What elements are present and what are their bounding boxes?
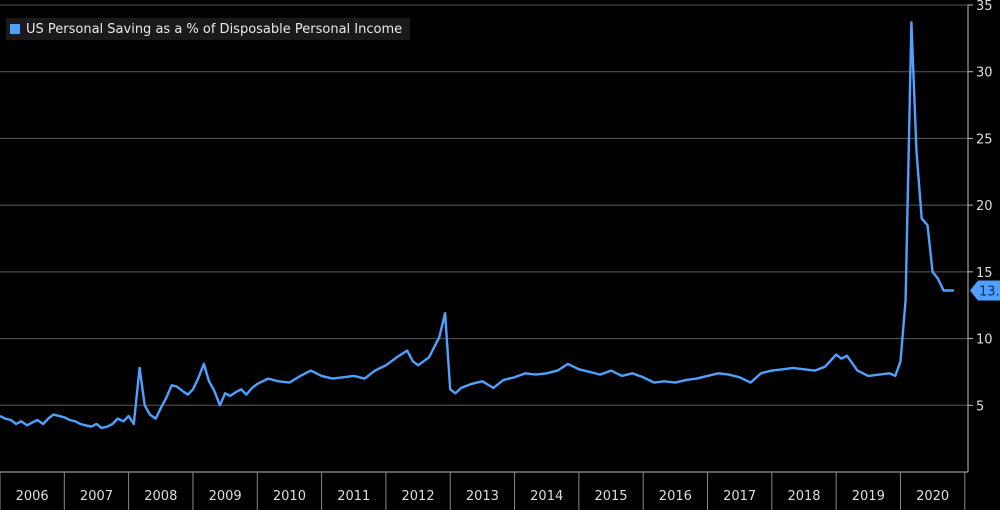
y-tick-label: 15: [976, 266, 993, 281]
x-tick-label: 2019: [852, 489, 885, 504]
y-tick-label: 10: [976, 333, 993, 348]
y-axis: 5 10 15 20 25 30 35: [967, 0, 993, 472]
y-tick-label: 35: [976, 0, 993, 14]
x-tick-label: 2010: [273, 489, 306, 504]
y-tick-label: 30: [976, 66, 993, 81]
legend-label: US Personal Saving as a % of Disposable …: [26, 21, 403, 37]
x-tick-label: 2006: [16, 489, 49, 504]
x-tick-label: 2015: [594, 489, 627, 504]
x-tick-label: 2008: [144, 489, 177, 504]
x-tick-label: 2009: [209, 489, 242, 504]
x-tick-label: 2017: [723, 489, 756, 504]
legend: US Personal Saving as a % of Disposable …: [6, 18, 411, 40]
series-line: [0, 21, 954, 430]
x-tick-label: 2014: [530, 489, 563, 504]
x-tick-label: 2013: [466, 489, 499, 504]
last-value-badge: [970, 280, 1000, 301]
last-value-marker: 13.6: [970, 280, 1000, 301]
y-tick-label: 5: [976, 399, 984, 414]
x-tick-label: 2016: [659, 489, 692, 504]
y-tick-label: 25: [976, 132, 993, 147]
y-tick-label: 20: [976, 199, 993, 214]
x-tick-label: 2018: [787, 489, 820, 504]
x-tick-label: 2011: [337, 489, 370, 504]
x-tick-label: 2012: [402, 489, 435, 504]
legend-swatch: [10, 24, 20, 34]
last-value-label: 13.6: [979, 285, 1000, 300]
x-tick-label: 2007: [80, 489, 113, 504]
gridlines: [0, 4, 968, 406]
x-tick-label: 2020: [916, 489, 949, 504]
x-axis: 2006 2007 2008 2009 2010 2011 2012 2013 2014 2015…: [0, 471, 968, 510]
